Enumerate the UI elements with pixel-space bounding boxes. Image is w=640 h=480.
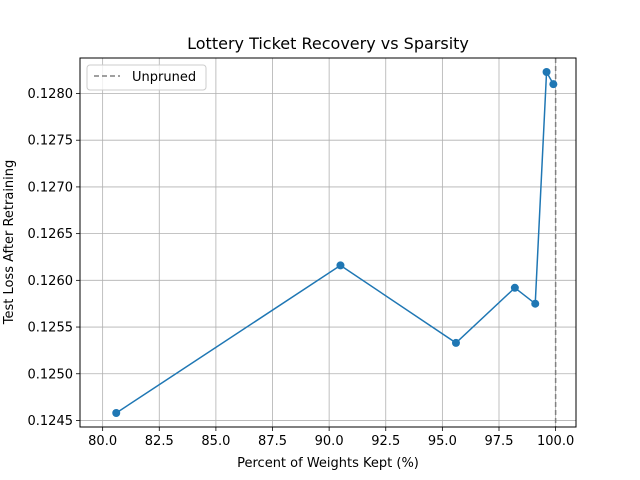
y-tick-label: 0.1245 [28, 414, 74, 429]
y-axis-ticks: 0.1245 0.1250 0.1255 0.1260 0.1265 0.1270 0.12… [28, 87, 80, 429]
grid [80, 58, 576, 427]
legend-label-unpruned: Unpruned [132, 70, 196, 85]
y-tick-label: 0.1275 [28, 134, 74, 149]
x-tick-label: 97.5 [485, 434, 514, 449]
y-tick-label: 0.1260 [28, 274, 74, 289]
data-point [336, 261, 345, 270]
x-tick-label: 90.0 [315, 434, 344, 449]
chart-title: Lottery Ticket Recovery vs Sparsity [187, 34, 469, 53]
y-tick-label: 0.1265 [28, 227, 74, 242]
data-point [542, 68, 551, 77]
legend-box [86, 64, 207, 91]
data-point [510, 283, 519, 292]
data-point [549, 80, 558, 89]
legend: Unpruned [86, 64, 207, 91]
data-point [112, 408, 121, 417]
x-tick-label: 85.0 [201, 434, 230, 449]
x-tick-label: 87.5 [258, 434, 287, 449]
y-tick-label: 0.1270 [28, 180, 74, 195]
series-line [115, 69, 555, 414]
data-point [531, 299, 540, 308]
y-axis-label: Test Loss After Retraining [2, 160, 17, 326]
y-tick-label: 0.1280 [28, 87, 74, 102]
x-tick-label: 100.0 [537, 434, 574, 449]
x-tick-label: 82.5 [145, 434, 174, 449]
x-axis-label: Percent of Weights Kept (%) [237, 456, 419, 471]
plot-area-frame [79, 57, 577, 428]
x-tick-label: 80.0 [88, 434, 117, 449]
data-point [451, 338, 460, 347]
series-group [112, 68, 558, 417]
y-tick-label: 0.1250 [28, 367, 74, 382]
x-tick-label: 95.0 [428, 434, 457, 449]
x-tick-label: 92.5 [371, 434, 400, 449]
y-tick-label: 0.1255 [28, 321, 74, 336]
x-axis-ticks: 80.0 82.5 85.0 87.5 90.0 92.5 95.0 97.5 100.0 [88, 427, 574, 449]
